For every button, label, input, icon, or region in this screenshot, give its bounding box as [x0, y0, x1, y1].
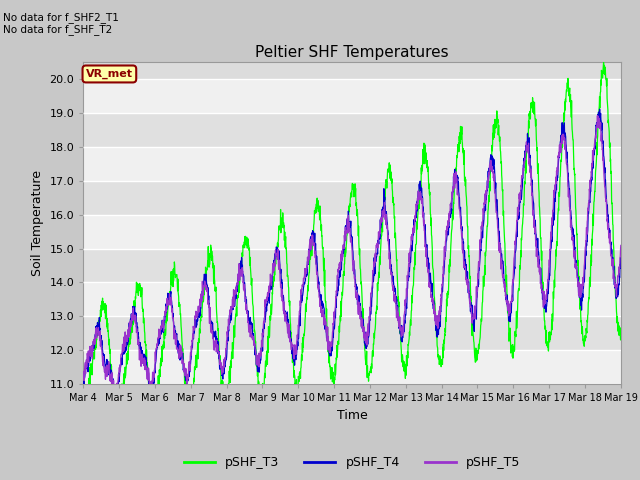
Bar	[83, 249, 621, 282]
Bar	[83, 113, 621, 147]
Bar	[83, 350, 621, 384]
X-axis label: Time: Time	[337, 408, 367, 421]
Bar	[83, 181, 621, 215]
Bar	[83, 215, 621, 249]
Text: VR_met: VR_met	[86, 69, 133, 79]
Bar	[83, 282, 621, 316]
Y-axis label: Soil Temperature: Soil Temperature	[31, 170, 44, 276]
Bar	[83, 316, 621, 350]
Text: No data for f_SHF_T2: No data for f_SHF_T2	[3, 24, 113, 35]
Text: No data for f_SHF2_T1: No data for f_SHF2_T1	[3, 12, 119, 23]
Legend: pSHF_T3, pSHF_T4, pSHF_T5: pSHF_T3, pSHF_T4, pSHF_T5	[179, 451, 525, 474]
Title: Peltier SHF Temperatures: Peltier SHF Temperatures	[255, 45, 449, 60]
Bar	[83, 147, 621, 181]
Bar	[83, 79, 621, 113]
